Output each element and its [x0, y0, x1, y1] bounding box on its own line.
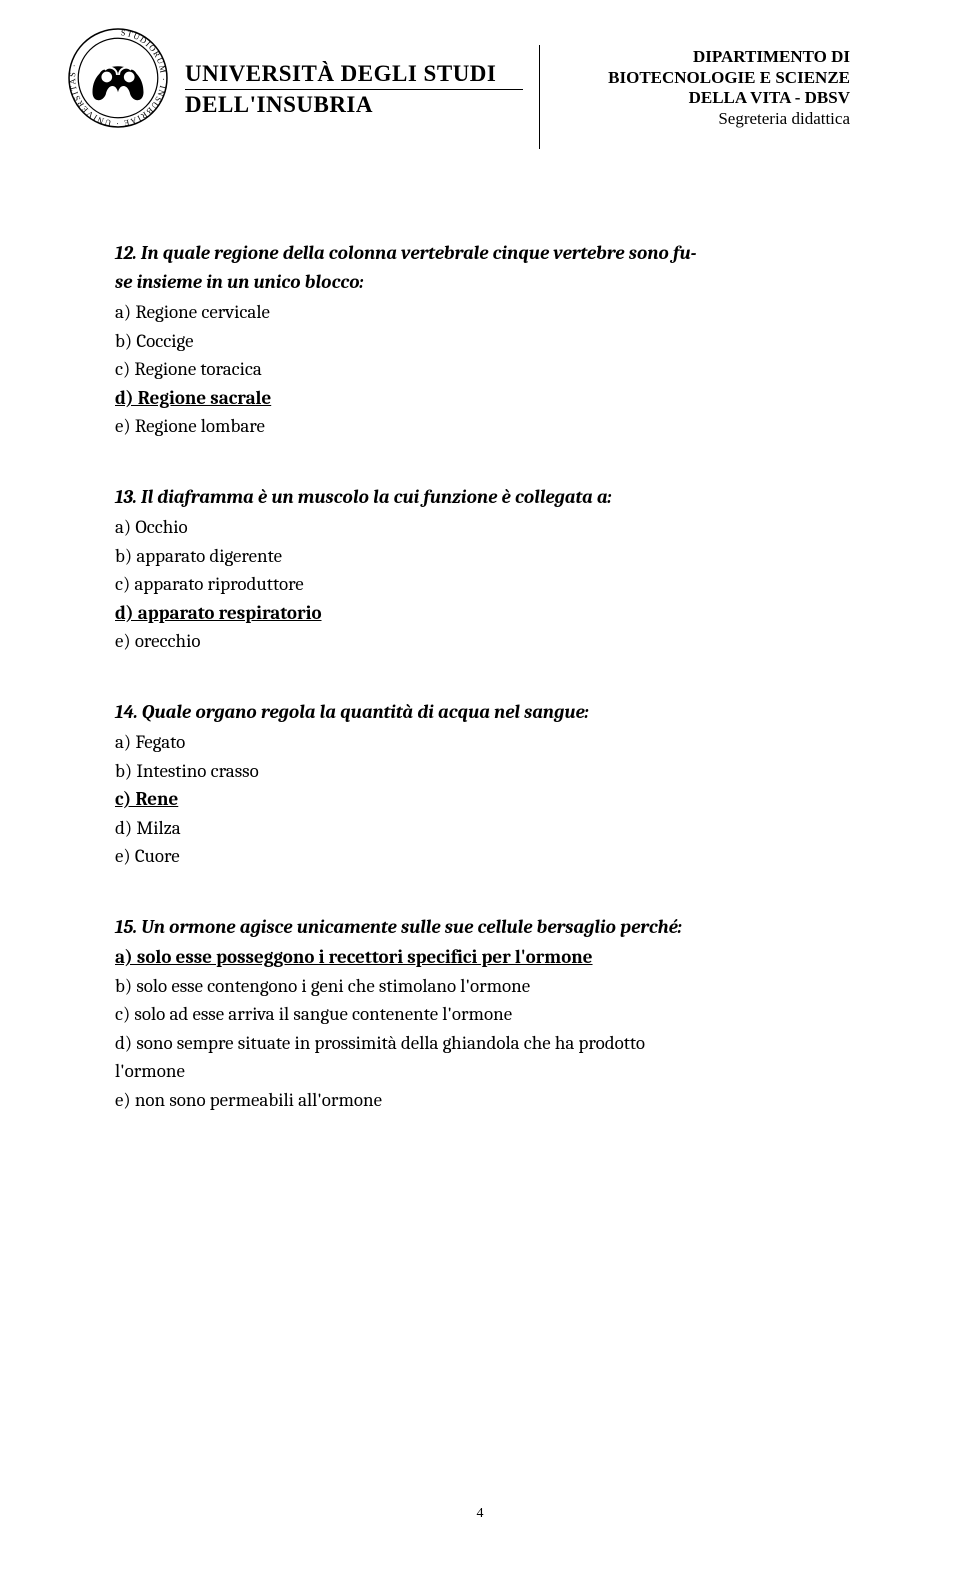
q12-option-a: a) Regione cervicale: [115, 298, 850, 327]
q15-option-d: d) sono sempre situate in prossimità del…: [115, 1029, 850, 1086]
q13-option-a: a) Occhio: [115, 513, 850, 542]
q14-option-b: b) Intestino crasso: [115, 757, 850, 786]
question-15: 15. Un ormone agisce unicamente sulle su…: [115, 913, 850, 1115]
page-header: STUDIORUM · INSUBRIAE · UNIVERSITAS · UN…: [115, 65, 850, 149]
department-block: DIPARTIMENTO DI BIOTECNOLOGIE E SCIENZE …: [608, 47, 850, 130]
q12-option-e: e) Regione lombare: [115, 412, 850, 441]
question-14: 14. Quale organo regola la quantità di a…: [115, 698, 850, 871]
q15-option-c: c) solo ad esse arriva il sangue contene…: [115, 1000, 850, 1029]
question-13: 13. Il diaframma è un muscolo la cui fun…: [115, 483, 850, 656]
question-13-options: a) Occhio b) apparato digerente c) appar…: [115, 513, 850, 656]
q12-option-d-answer: d) Regione sacrale: [115, 384, 850, 413]
dept-line-1: DIPARTIMENTO DI: [608, 47, 850, 68]
question-12-prompt: 12. In quale regione della colonna verte…: [115, 239, 850, 296]
q13-option-d-answer: d) apparato respiratorio: [115, 599, 850, 628]
q13-option-c: c) apparato riproduttore: [115, 570, 850, 599]
q12-option-c: c) Regione toracica: [115, 355, 850, 384]
dept-line-2: BIOTECNOLOGIE E SCIENZE: [608, 68, 850, 89]
q12-prompt-line2: se insieme in un unico blocco:: [115, 271, 363, 293]
question-12-options: a) Regione cervicale b) Coccige c) Regio…: [115, 298, 850, 441]
q15-option-d-line1: d) sono sempre situate in prossimità del…: [115, 1032, 645, 1054]
university-name-block: UNIVERSITÀ DEGLI STUDI DELL'INSUBRIA: [185, 61, 523, 118]
q14-option-e: e) Cuore: [115, 842, 850, 871]
q14-option-a: a) Fegato: [115, 728, 850, 757]
q13-option-e: e) orecchio: [115, 627, 850, 656]
page-number: 4: [477, 1506, 484, 1522]
q15-option-b: b) solo esse contengono i geni che stimo…: [115, 972, 850, 1001]
q12-option-b: b) Coccige: [115, 327, 850, 356]
header-vertical-divider: [539, 45, 540, 149]
q14-option-d: d) Milza: [115, 814, 850, 843]
q15-option-e: e) non sono permeabili all'ormone: [115, 1086, 850, 1115]
question-14-prompt: 14. Quale organo regola la quantità di a…: [115, 698, 850, 727]
dept-line-4: Segreteria didattica: [608, 109, 850, 130]
q12-prompt-line1: 12. In quale regione della colonna verte…: [115, 242, 696, 264]
university-seal-logo: STUDIORUM · INSUBRIAE · UNIVERSITAS ·: [67, 27, 169, 129]
university-name-line2: DELL'INSUBRIA: [185, 92, 523, 118]
dept-line-3: DELLA VITA - DBSV: [608, 88, 850, 109]
q15-option-d-line2: l'ormone: [115, 1060, 185, 1082]
university-name-line1: UNIVERSITÀ DEGLI STUDI: [185, 61, 523, 87]
question-13-prompt: 13. Il diaframma è un muscolo la cui fun…: [115, 483, 850, 512]
university-name-rule: [185, 89, 523, 90]
q15-option-a-answer: a) solo esse posseggono i recettori spec…: [115, 943, 850, 972]
question-14-options: a) Fegato b) Intestino crasso c) Rene d)…: [115, 728, 850, 871]
questions-content: 12. In quale regione della colonna verte…: [115, 239, 850, 1114]
question-15-options: a) solo esse posseggono i recettori spec…: [115, 943, 850, 1114]
q13-option-b: b) apparato digerente: [115, 542, 850, 571]
question-15-prompt: 15. Un ormone agisce unicamente sulle su…: [115, 913, 850, 942]
q14-option-c-answer: c) Rene: [115, 785, 850, 814]
question-12: 12. In quale regione della colonna verte…: [115, 239, 850, 441]
